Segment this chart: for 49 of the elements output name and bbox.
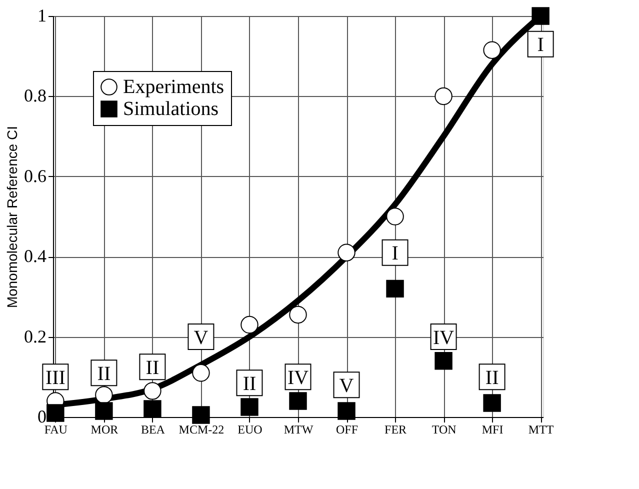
point xyxy=(46,404,64,422)
point xyxy=(483,394,501,412)
x-tick-label: FER xyxy=(384,422,407,436)
point xyxy=(192,364,210,382)
point xyxy=(192,406,210,424)
x-tick-label: MCM-22 xyxy=(178,422,224,436)
x-tick-label: BEA xyxy=(140,422,166,436)
point xyxy=(483,41,501,59)
annotation: V xyxy=(339,374,354,397)
y-tick-label: 0.8 xyxy=(24,86,46,106)
point xyxy=(386,208,404,226)
point xyxy=(386,280,404,298)
x-tick-label: TON xyxy=(432,422,457,436)
annotation: IV xyxy=(432,326,455,349)
annotation: IV xyxy=(287,366,310,389)
point xyxy=(240,398,258,416)
point xyxy=(144,400,162,418)
annotation: I xyxy=(392,242,398,265)
point xyxy=(338,244,356,262)
annotation: V xyxy=(194,326,209,349)
annotation: II xyxy=(242,372,256,395)
annotation: II xyxy=(97,362,111,385)
point xyxy=(144,382,162,400)
y-tick-label: 1 xyxy=(38,6,46,26)
x-tick-label: MOR xyxy=(90,422,118,436)
x-tick-label: FAU xyxy=(44,422,68,436)
x-tick-label: MFI xyxy=(482,422,504,436)
x-tick-label: MTW xyxy=(284,422,314,436)
point xyxy=(95,402,113,420)
annotation: III xyxy=(45,366,66,389)
legend-label: Experiments xyxy=(123,76,224,98)
annotation: II xyxy=(485,366,499,389)
annotation: I xyxy=(537,34,544,56)
point xyxy=(434,87,452,106)
y-tick-label: 0.4 xyxy=(24,246,46,266)
y-tick-label: 0 xyxy=(38,406,46,426)
point xyxy=(338,402,356,420)
point xyxy=(95,386,113,404)
y-axis-title: Monomolecular Reference CI xyxy=(4,126,20,308)
x-tick-label: OFF xyxy=(336,422,358,436)
point xyxy=(434,352,452,370)
x-tick-label: EUO xyxy=(238,422,263,436)
y-tick-label: 0.2 xyxy=(24,326,46,346)
annotation: II xyxy=(146,356,160,379)
point xyxy=(289,392,307,410)
y-tick-label: 0.6 xyxy=(24,166,46,186)
legend-label: Simulations xyxy=(123,98,219,120)
x-tick-label: MTT xyxy=(528,422,554,436)
point xyxy=(532,7,550,25)
